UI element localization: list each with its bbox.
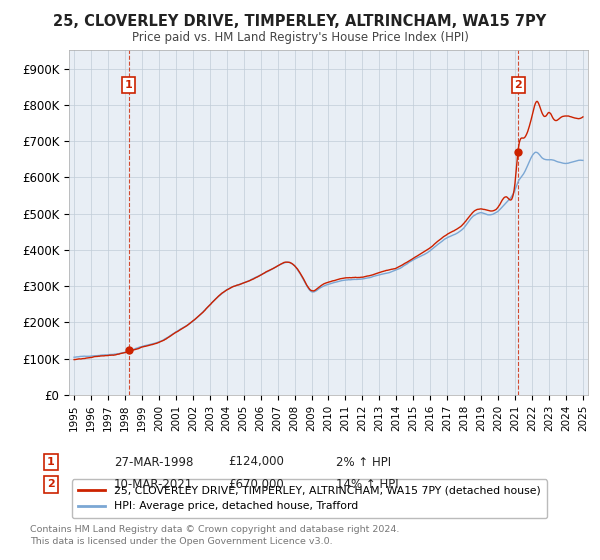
Text: 25, CLOVERLEY DRIVE, TIMPERLEY, ALTRINCHAM, WA15 7PY: 25, CLOVERLEY DRIVE, TIMPERLEY, ALTRINCH… (53, 14, 547, 29)
Text: 1: 1 (125, 80, 133, 90)
Text: 27-MAR-1998: 27-MAR-1998 (114, 455, 193, 469)
Text: 1: 1 (47, 457, 55, 467)
Text: 14% ↑ HPI: 14% ↑ HPI (336, 478, 398, 491)
Text: Contains HM Land Registry data © Crown copyright and database right 2024.
This d: Contains HM Land Registry data © Crown c… (30, 525, 400, 546)
Text: £670,000: £670,000 (228, 478, 284, 491)
Text: Price paid vs. HM Land Registry's House Price Index (HPI): Price paid vs. HM Land Registry's House … (131, 31, 469, 44)
Legend: 25, CLOVERLEY DRIVE, TIMPERLEY, ALTRINCHAM, WA15 7PY (detached house), HPI: Aver: 25, CLOVERLEY DRIVE, TIMPERLEY, ALTRINCH… (72, 479, 547, 518)
Text: 10-MAR-2021: 10-MAR-2021 (114, 478, 193, 491)
Text: £124,000: £124,000 (228, 455, 284, 469)
Text: 2% ↑ HPI: 2% ↑ HPI (336, 455, 391, 469)
Text: 2: 2 (47, 479, 55, 489)
Text: 2: 2 (514, 80, 522, 90)
